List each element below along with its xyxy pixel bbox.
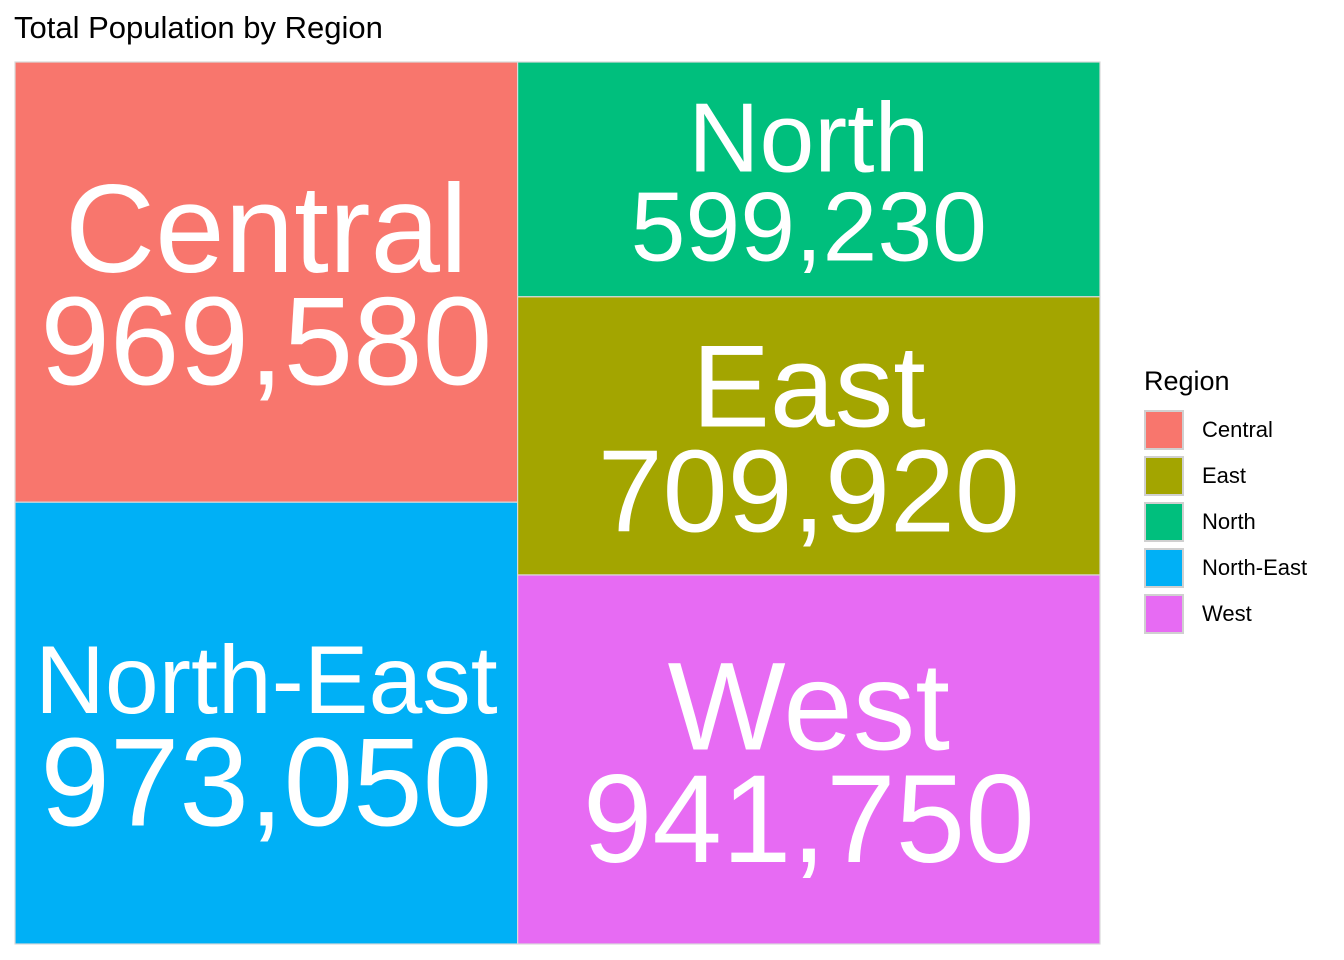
legend-title: Region bbox=[1144, 366, 1230, 396]
tile-central bbox=[14, 61, 519, 503]
tile-north-east bbox=[14, 501, 519, 945]
legend-swatch-east bbox=[1144, 456, 1184, 496]
tile-value-north-east: 973,050 bbox=[40, 714, 492, 853]
legend-label-west: West bbox=[1202, 601, 1252, 626]
tile-value-west: 941,750 bbox=[583, 750, 1035, 889]
legend-item-west: West bbox=[1144, 591, 1334, 637]
tile-label-central: Central bbox=[65, 160, 468, 299]
legend: Region Central East North North-East West bbox=[1144, 366, 1334, 637]
tile-north bbox=[517, 61, 1101, 298]
legend-label-north-east: North-East bbox=[1202, 555, 1308, 580]
tile-label-west: West bbox=[668, 637, 950, 776]
tile-west bbox=[517, 574, 1101, 945]
legend-label-central: Central bbox=[1202, 417, 1273, 442]
legend-swatch-central bbox=[1144, 410, 1184, 450]
legend-label-east: East bbox=[1202, 463, 1247, 488]
tile-value-central: 969,580 bbox=[40, 273, 492, 412]
legend-item-central: Central bbox=[1144, 407, 1334, 453]
legend-item-east: East bbox=[1144, 453, 1334, 499]
legend-label-north: North bbox=[1202, 509, 1256, 534]
chart-title: Total Population by Region bbox=[14, 10, 383, 45]
legend-swatch-north bbox=[1144, 502, 1184, 542]
legend-swatch-west bbox=[1144, 594, 1184, 634]
tile-value-north: 599,230 bbox=[631, 171, 987, 281]
tile-label-north: North bbox=[688, 83, 929, 193]
tile-east bbox=[517, 296, 1101, 576]
legend-item-north-east: North-East bbox=[1144, 545, 1334, 591]
tile-label-north-east: North-East bbox=[35, 625, 498, 734]
legend-item-north: North bbox=[1144, 499, 1334, 545]
tile-value-east: 709,920 bbox=[598, 426, 1020, 557]
legend-items: Central East North North-East West bbox=[1144, 407, 1334, 637]
legend-swatch-north-east bbox=[1144, 548, 1184, 588]
tile-label-east: East bbox=[692, 321, 926, 452]
